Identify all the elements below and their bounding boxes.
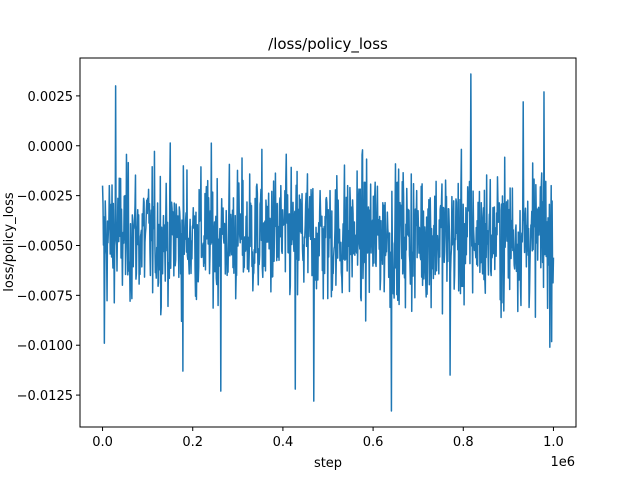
x-tick-label: 0.4 [273, 435, 294, 450]
chart-title: /loss/policy_loss [268, 35, 388, 54]
y-tick-label: −0.0100 [17, 339, 73, 354]
y-axis: 0.0025 0.0000 −0.0025 −0.0050 −0.0075 −0.0100… [17, 90, 80, 404]
y-tick-label: 0.0000 [28, 140, 74, 155]
x-tick-label: 0.6 [363, 435, 384, 450]
x-axis-label: step [314, 456, 342, 471]
plot-area [101, 73, 555, 412]
y-tick-label: −0.0050 [17, 239, 73, 254]
plot-frame [79, 57, 577, 428]
x-axis-offset-label: 1e6 [550, 455, 575, 470]
x-tick-label: 1.0 [543, 435, 564, 450]
y-tick-label: −0.0025 [17, 190, 73, 205]
x-tick-label: 0.2 [182, 435, 203, 450]
y-axis-label: loss/policy_loss [2, 192, 17, 292]
y-tick-label: −0.0075 [17, 289, 73, 304]
y-tick-label: 0.0025 [28, 90, 74, 105]
y-tick-label: −0.0125 [17, 389, 73, 404]
x-tick-label: 0.0 [92, 435, 113, 450]
x-tick-label: 0.8 [453, 435, 474, 450]
x-axis: 0.0 0.2 0.4 0.6 0.8 1.0 [92, 427, 564, 450]
series-line [101, 73, 555, 412]
